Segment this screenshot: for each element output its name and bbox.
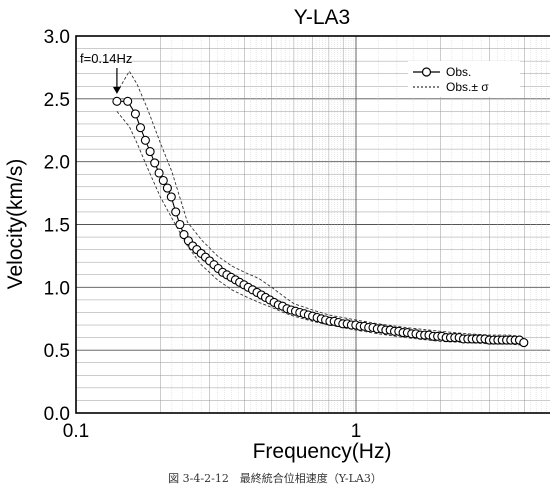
velocity-chart: Y-LA3 0.00.51.01.52.02.53.0 0.1 1 Frequen… [4,6,550,463]
obs-point [145,147,155,157]
obs-point [112,96,122,106]
sigma-lower-line [116,111,522,346]
obs-series [112,96,529,348]
y-tick-label: 2.0 [44,153,70,174]
y-tick-labels: 0.0 0.5 1.0 1.5 2.0 2.5 3.0 [44,27,70,425]
annotation-text: f=0.14Hz [80,51,132,66]
obs-point [179,230,189,240]
y-tick-label: 2.5 [44,90,70,111]
legend-box [408,61,520,97]
frequency-annotation: f=0.14Hz [80,51,132,94]
sigma-band [116,70,522,346]
obs-point [135,123,146,133]
x-tick-label: 0.1 [63,421,89,442]
legend-obs-label: Obs. [446,65,471,79]
y-tick-label: 0.5 [44,341,70,362]
obs-point [171,207,181,217]
annotation-arrowhead [112,86,121,94]
plot-frame [75,35,550,414]
obs-point [123,96,133,106]
legend-obs-marker [421,67,432,77]
x-axis-label: Frequency(Hz) [253,440,392,463]
obs-point [158,175,168,186]
obs-point [140,135,150,145]
y-axis-label: Velocity(km/s) [4,159,27,290]
legend-sigma-label: Obs.± σ [446,80,489,94]
obs-point [154,168,164,178]
y-tick-label: 1.0 [44,278,70,299]
obs-point [162,183,172,193]
chart-title: Y-LA3 [294,6,350,29]
obs-point [175,219,185,230]
sigma-upper-line [116,70,522,337]
figure-caption: 図 3-4-2-12 最終統合位相速度（Y-LA3） [168,472,382,485]
x-tick-labels: 0.1 1 [63,421,362,442]
y-tick-label: 0.0 [44,404,70,425]
obs-point [150,158,160,168]
x-tick-label: 1 [351,421,362,442]
y-tick-label: 3.0 [44,27,70,48]
obs-point [166,192,176,202]
obs-point [519,338,529,348]
obs-point [130,109,140,119]
grid [76,36,550,413]
legend: Obs. Obs.± σ [408,61,520,97]
y-tick-label: 1.5 [44,216,70,237]
